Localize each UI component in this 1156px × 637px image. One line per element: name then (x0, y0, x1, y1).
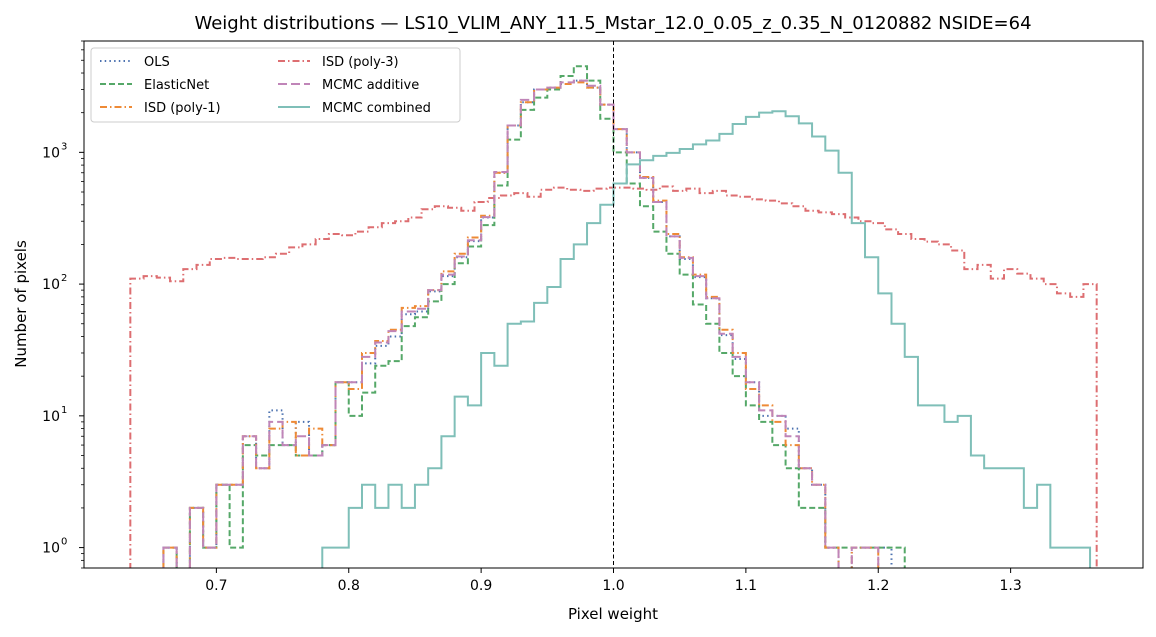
x-axis-label: Pixel weight (568, 605, 658, 623)
legend-label: OLS (144, 55, 170, 70)
series-mcmc-combined-line (321, 110, 1092, 568)
x-tick-label: 1.2 (867, 578, 889, 594)
legend-box (90, 47, 461, 123)
plot-area (129, 41, 1098, 568)
legend: OLS ElasticNet ISD (poly-1) ISD (poly-3) MCM… (90, 47, 461, 123)
legend-label: ISD (poly-3) (322, 55, 399, 70)
y-tick-label: 10 (42, 541, 60, 557)
legend-label: MCMC combined (322, 101, 431, 116)
plot-content (129, 41, 1098, 568)
y-tick-exponent: 3 (61, 141, 67, 152)
series-elasticnet-line (162, 65, 906, 568)
x-axis: 0.7 0.8 0.9 1.0 1.1 1.2 1.3 (205, 568, 1022, 594)
legend-label: ISD (poly-1) (144, 101, 221, 116)
y-tick-label: 10 (42, 409, 60, 425)
legend-label: MCMC additive (322, 78, 419, 93)
y-axis-label: Number of pixels (12, 240, 30, 368)
legend-item-mcmc-additive: MCMC additive (278, 78, 419, 93)
y-tick-label: 10 (42, 277, 60, 293)
x-tick-label: 0.8 (338, 578, 360, 594)
x-tick-label: 1.0 (602, 578, 624, 594)
series-mcmc-additive-line (162, 79, 880, 568)
legend-item-isd-poly-1: ISD (poly-1) (100, 101, 221, 116)
legend-item-isd-poly-3: ISD (poly-3) (278, 55, 399, 70)
x-tick-label: 0.9 (470, 578, 492, 594)
y-tick-exponent: 1 (61, 405, 67, 416)
chart-title: Weight distributions — LS10_VLIM_ANY_11.… (194, 13, 1031, 34)
series-ols-line (162, 79, 893, 568)
legend-item-ols: OLS (100, 55, 170, 70)
y-tick-exponent: 0 (61, 537, 67, 548)
legend-label: ElasticNet (144, 78, 209, 93)
x-tick-label: 1.3 (999, 578, 1021, 594)
y-tick-exponent: 2 (61, 273, 67, 284)
x-tick-label: 1.1 (735, 578, 757, 594)
x-tick-label: 0.7 (205, 578, 227, 594)
y-tick-label: 10 (42, 145, 60, 161)
legend-item-mcmc-combined: MCMC combined (278, 101, 431, 116)
series-isd-poly-1-line (162, 81, 880, 568)
legend-item-elasticnet: ElasticNet (100, 78, 209, 93)
